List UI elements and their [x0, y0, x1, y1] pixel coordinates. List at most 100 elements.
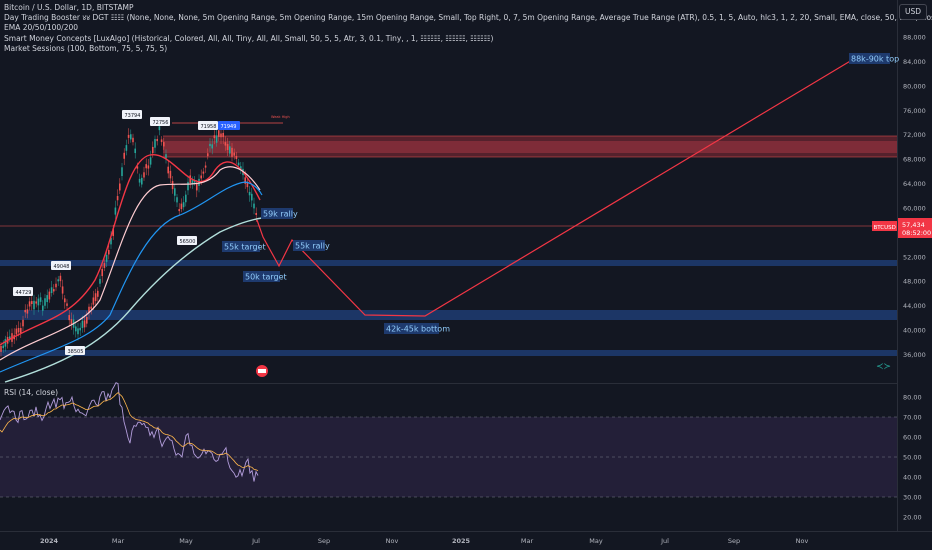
price-tick: 40,000 [903, 327, 926, 335]
candle-body [160, 139, 163, 143]
candle-body [105, 254, 108, 262]
candle-body [37, 298, 40, 306]
candle-body [112, 228, 114, 237]
candle-body [59, 275, 62, 282]
projection-path[interactable] [256, 59, 853, 317]
label-bottom: 42k-45k bottom [384, 323, 450, 334]
time-label: May [589, 537, 603, 545]
svg-text:BTCUSD: BTCUSD [874, 225, 896, 231]
candle-body [17, 327, 20, 333]
price-tick: 52,000 [903, 253, 926, 261]
candle-body [176, 197, 178, 203]
collapse-arrows-icon[interactable]: ≺≻ [876, 362, 891, 372]
svg-text:56500: 56500 [180, 239, 196, 245]
candle-body [215, 135, 218, 143]
candle-body [53, 289, 55, 292]
candle-body [154, 139, 156, 148]
legend-title[interactable]: Bitcoin / U.S. Dollar, 1D, BITSTAMP [4, 3, 134, 12]
svg-text:55k target: 55k target [224, 243, 266, 252]
legend-indicator-2[interactable]: EMA 20/50/100/200 [4, 23, 79, 33]
candle-body [235, 155, 238, 160]
candle-body [97, 290, 99, 297]
svg-text:59k rally: 59k rally [263, 210, 298, 219]
svg-text:42k-45k bottom: 42k-45k bottom [386, 325, 450, 334]
candle-body [127, 134, 130, 138]
label-55k-rally: 55k rally [293, 240, 330, 251]
candle-body [158, 126, 161, 131]
candle-body [251, 193, 253, 201]
pivot-38505: 38505 [65, 346, 85, 355]
pivot-73794: 73794 [122, 110, 142, 119]
legend-indicator-4[interactable]: Market Sessions (100, Bottom, 75, 5, 75,… [4, 43, 168, 53]
pivot-72756: 72756 [150, 117, 170, 126]
candle-body [189, 175, 191, 183]
candle-body [0, 345, 2, 352]
candle-body [248, 191, 251, 196]
candle-body [138, 178, 141, 183]
price-axis[interactable]: 88,000 84,000 80,000 76,000 72,000 68,000 64,0… [903, 34, 926, 359]
candle-body [33, 300, 35, 310]
candle-body [108, 250, 110, 255]
candle-body [22, 319, 24, 327]
candle-body [24, 309, 26, 313]
candle-body [26, 309, 29, 314]
candle-body [103, 263, 106, 268]
candle-body [123, 152, 125, 159]
candle-body [169, 170, 172, 179]
rsi-legend[interactable]: RSI (14, close) [4, 388, 59, 397]
price-tick: 72,000 [903, 131, 926, 139]
candle-body [57, 279, 59, 282]
candle-body [202, 171, 205, 174]
ema100-line [0, 181, 263, 373]
svg-text:50k target: 50k target [245, 273, 287, 282]
candle-body [20, 328, 22, 334]
candle-body [224, 142, 227, 146]
label-55k-target: 55k target [222, 241, 266, 252]
candle-body [134, 148, 136, 154]
supply-zone [163, 136, 897, 157]
candle-body [167, 166, 169, 174]
candle-body [182, 202, 185, 208]
candle-body [207, 153, 209, 157]
candle-body [70, 319, 73, 325]
candle-body [64, 298, 66, 303]
price-tick: 76,000 [903, 107, 926, 115]
legend-indicator-3[interactable]: Smart Money Concepts [LuxAlgo] (Historic… [4, 33, 494, 43]
currency-button[interactable]: USD [899, 4, 927, 20]
candle-body [196, 184, 198, 191]
svg-text:88k-90k top: 88k-90k top [851, 55, 899, 64]
session-icon[interactable] [256, 365, 268, 377]
price-tick: 48,000 [903, 278, 926, 286]
svg-text:38505: 38505 [68, 349, 84, 355]
candle-body [255, 212, 257, 216]
pivot-71958: 71958 [198, 121, 218, 130]
candle-body [233, 152, 235, 156]
candle-body [88, 306, 90, 313]
svg-text:55k rally: 55k rally [295, 242, 330, 251]
candle-body [165, 154, 167, 159]
chart-legend: Bitcoin / U.S. Dollar, 1D, BITSTAMP Day … [4, 3, 932, 54]
candle-body [86, 317, 88, 324]
candle-body [92, 297, 95, 305]
time-label: 2025 [452, 537, 471, 545]
candle-body [94, 293, 97, 302]
candle-body [198, 178, 200, 186]
price-tick: 44,000 [903, 302, 926, 310]
candle-body [110, 237, 112, 245]
time-label: Mar [521, 537, 534, 545]
candle-body [211, 144, 213, 149]
candle-body [77, 328, 79, 335]
rsi-axis[interactable]: 80.00 70.00 60.00 50.00 40.00 30.00 20.00 [903, 394, 922, 522]
time-axis[interactable]: 2024 Mar May Jul Sep Nov 2025 Mar May Jul Sep Nov [40, 537, 809, 545]
candle-body [218, 130, 220, 137]
candle-body [145, 164, 147, 169]
ema200-line [4, 217, 263, 383]
candle-body [213, 135, 216, 139]
candle-body [185, 194, 187, 203]
legend-indicator-1[interactable]: Day Trading Booster ४४ DGT ☷☷ (None, Non… [4, 13, 932, 23]
time-label: Jul [660, 537, 669, 545]
candle-body [79, 327, 81, 331]
pivot-71949: 71949 [218, 121, 240, 130]
rsi-tick: 80.00 [903, 394, 922, 402]
